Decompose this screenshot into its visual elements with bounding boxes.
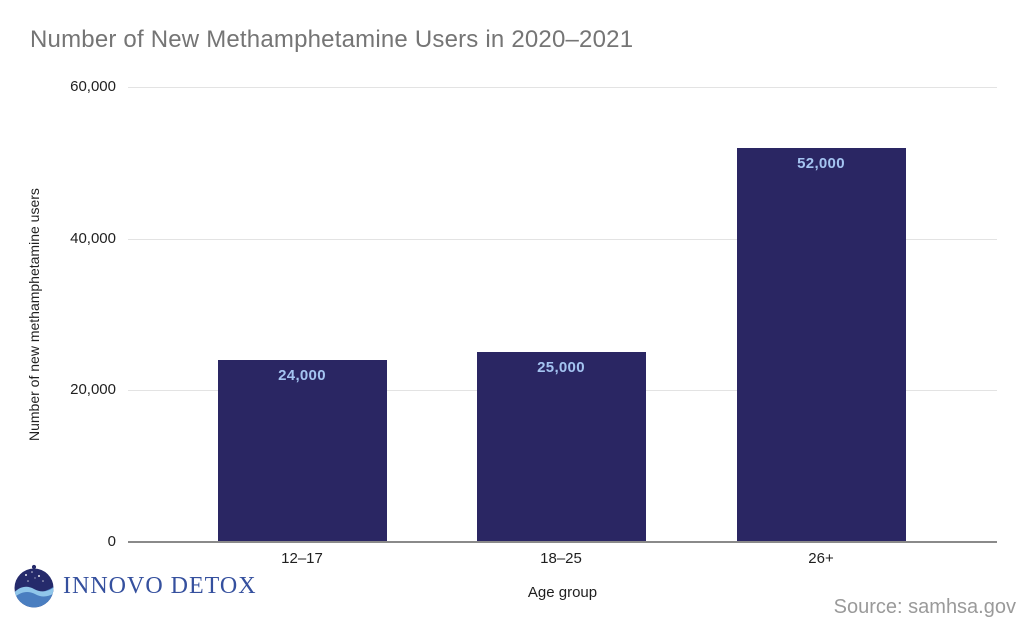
bar-12–17: 24,000	[217, 360, 387, 542]
globe-wave-icon	[12, 563, 56, 609]
x-axis-title: Age group	[527, 584, 598, 601]
logo-text: INNOVO DETOX	[63, 572, 257, 599]
y-tick-label: 40,000	[70, 229, 116, 247]
innovo-detox-logo: INNOVO DETOX	[12, 563, 257, 609]
bar-value-label: 24,000	[278, 367, 326, 384]
bar-value-label: 25,000	[537, 359, 585, 376]
y-axis-title: Number of new methamphetamine users	[26, 188, 42, 441]
plot-area: 0 20,000 40,000 60,000 24,000 12–17 25,000 18–2…	[70, 78, 997, 567]
x-tick-label: 12–17	[281, 550, 323, 567]
gridline	[128, 238, 997, 240]
gridline	[128, 87, 997, 88]
y-tick-label: 0	[107, 533, 116, 550]
bar-26+: 52,000	[736, 148, 906, 542]
y-tick-label: 20,000	[70, 381, 116, 399]
bar-18–25: 25,000	[476, 352, 646, 542]
chart-title: Number of New Methamphetamine Users in 2…	[30, 26, 634, 53]
x-tick-label: 26+	[808, 550, 834, 567]
x-tick-label: 18–25	[540, 550, 582, 567]
bar-value-label: 52,000	[797, 155, 845, 172]
y-tick-label: 60,000	[70, 78, 116, 95]
x-axis-line	[128, 541, 997, 543]
source-attribution: Source: samhsa.gov	[833, 596, 1016, 618]
